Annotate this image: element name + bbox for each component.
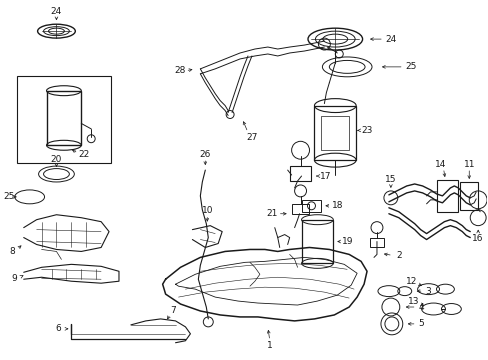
Text: 1: 1 <box>266 341 272 350</box>
Text: 3: 3 <box>425 287 430 296</box>
Text: 25: 25 <box>3 192 15 201</box>
Text: 24: 24 <box>51 7 62 16</box>
Text: 23: 23 <box>361 126 372 135</box>
Text: 27: 27 <box>246 133 257 142</box>
Text: 9: 9 <box>11 274 17 283</box>
Text: 20: 20 <box>51 155 62 164</box>
Text: 2: 2 <box>395 251 401 260</box>
Bar <box>459 182 477 210</box>
Text: 18: 18 <box>331 201 342 210</box>
Text: 16: 16 <box>471 234 483 243</box>
Text: 19: 19 <box>342 237 353 246</box>
Text: 14: 14 <box>434 159 445 168</box>
Text: 6: 6 <box>56 324 61 333</box>
Bar <box>46 91 81 145</box>
Text: 8: 8 <box>9 247 15 256</box>
Text: 28: 28 <box>174 66 186 75</box>
Bar <box>17 76 111 163</box>
Text: 12: 12 <box>405 277 417 286</box>
Text: 10: 10 <box>201 206 213 215</box>
Text: 17: 17 <box>319 171 330 180</box>
Text: 7: 7 <box>170 306 176 315</box>
Text: 22: 22 <box>79 150 90 159</box>
Bar <box>369 238 383 247</box>
Bar <box>314 105 355 160</box>
Bar <box>301 200 321 212</box>
Bar <box>436 180 457 212</box>
Text: 4: 4 <box>418 302 424 311</box>
Text: 25: 25 <box>404 62 416 71</box>
Bar <box>289 166 311 181</box>
Text: 24: 24 <box>385 35 396 44</box>
Text: 11: 11 <box>463 159 474 168</box>
Text: 13: 13 <box>407 297 419 306</box>
Text: 26: 26 <box>199 150 210 159</box>
Bar <box>321 116 348 150</box>
Text: 21: 21 <box>265 209 277 218</box>
Text: 15: 15 <box>385 175 396 184</box>
Text: 5: 5 <box>418 319 424 328</box>
Bar <box>291 204 309 214</box>
Bar <box>301 220 333 264</box>
